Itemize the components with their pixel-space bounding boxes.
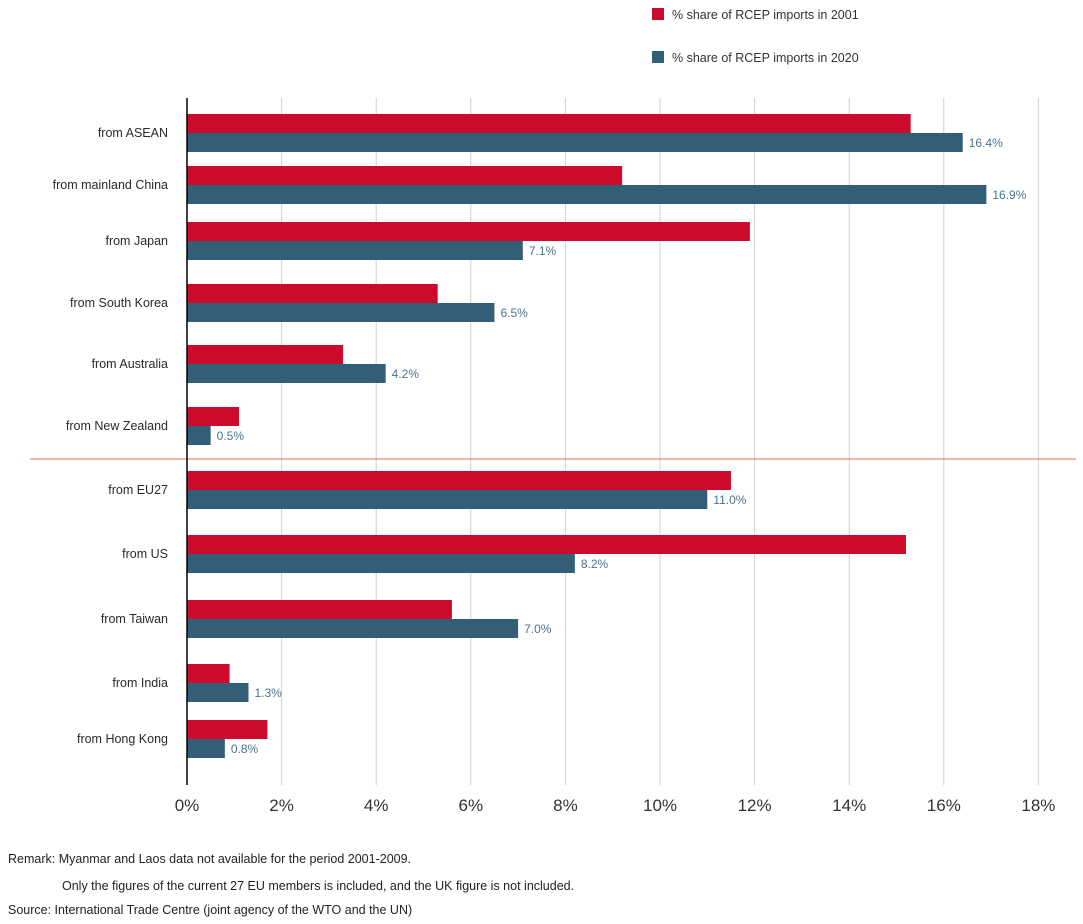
x-tick-label: 8%: [553, 796, 578, 815]
bar-2020: [187, 364, 386, 383]
category-label: from Taiwan: [101, 612, 168, 626]
category-label: from ASEAN: [98, 126, 168, 140]
data-label-2020: 8.2%: [581, 557, 609, 571]
bar-chart: 0% 2% 4% 6% 8% 10% 12% 14% 16% 18% 16.4% from ASEAN…: [30, 98, 1076, 815]
category-label: from Australia: [92, 357, 168, 371]
category-label: from New Zealand: [66, 419, 168, 433]
x-tick-label: 4%: [364, 796, 389, 815]
x-tick-label: 12%: [738, 796, 772, 815]
category-label: from US: [122, 547, 168, 561]
x-tick-label: 18%: [1021, 796, 1055, 815]
legend-item-2020: % share of RCEP imports in 2020: [652, 51, 859, 65]
category-label: from South Korea: [70, 296, 168, 310]
data-label-2020: 16.4%: [969, 136, 1003, 150]
bar-2020: [187, 490, 708, 509]
x-tick-label: 10%: [643, 796, 677, 815]
bar-2001: [187, 664, 230, 683]
bar-2001: [187, 407, 240, 426]
bar-2001: [187, 166, 623, 185]
remark-line-2: Only the figures of the current 27 EU me…: [62, 879, 575, 893]
bar-2001: [187, 222, 750, 241]
x-tick-label: 0%: [175, 796, 200, 815]
category-label: from Hong Kong: [77, 732, 168, 746]
category-label: from EU27: [108, 483, 168, 497]
bar-2020: [187, 619, 519, 638]
x-tick-label: 6%: [459, 796, 484, 815]
data-label-2020: 1.3%: [254, 686, 282, 700]
data-label-2020: 4.2%: [392, 367, 420, 381]
bar-2020: [187, 303, 495, 322]
bar-2020: [187, 133, 963, 152]
bar-2020: [187, 241, 523, 260]
bar-2001: [187, 535, 906, 554]
bar-2001: [187, 471, 731, 490]
remark-line-1: Remark: Myanmar and Laos data not availa…: [8, 852, 412, 866]
category-label: from India: [112, 676, 168, 690]
bar-2001: [187, 114, 911, 133]
bar-2020: [187, 185, 987, 204]
data-label-2020: 7.1%: [529, 244, 557, 258]
x-tick-label: 2%: [269, 796, 294, 815]
bar-2020: [187, 683, 249, 702]
legend-swatch-2020: [652, 51, 664, 63]
legend-label-2001: % share of RCEP imports in 2001: [672, 8, 859, 22]
data-label-2020: 0.8%: [231, 742, 259, 756]
bar-2001: [187, 284, 438, 303]
bar-2001: [187, 345, 344, 364]
data-label-2020: 7.0%: [524, 622, 552, 636]
legend-label-2020: % share of RCEP imports in 2020: [672, 51, 859, 65]
bar-2020: [187, 739, 225, 758]
source-note: Source: International Trade Centre (join…: [8, 903, 413, 917]
legend-item-2001: % share of RCEP imports in 2001: [652, 8, 859, 22]
category-label: from Japan: [105, 234, 168, 248]
bar-2001: [187, 720, 268, 739]
data-label-2020: 0.5%: [217, 429, 245, 443]
bar-2001: [187, 600, 452, 619]
legend-swatch-2001: [652, 8, 664, 20]
data-label-2020: 11.0%: [713, 493, 746, 507]
x-tick-label: 14%: [832, 796, 866, 815]
data-label-2020: 16.9%: [992, 188, 1026, 202]
bar-2020: [187, 554, 575, 573]
x-tick-label: 16%: [927, 796, 961, 815]
data-label-2020: 6.5%: [500, 306, 528, 320]
bar-2020: [187, 426, 211, 445]
category-label: from mainland China: [53, 178, 168, 192]
